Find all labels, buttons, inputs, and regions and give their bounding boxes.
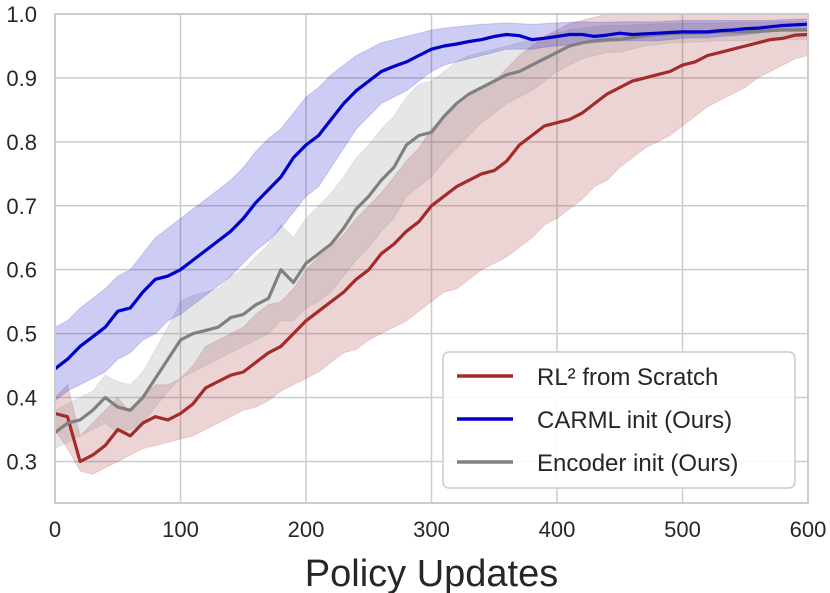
x-axis-ticks: 0 100 200 300 400 500 600 [49,517,826,542]
y-tick-label: 0.9 [6,66,37,91]
x-tick-label: 0 [49,517,61,542]
plot-frame [54,13,809,504]
legend-label: CARML init (Ours) [537,407,732,434]
band-encoder-init-ours- [55,21,808,450]
x-tick-label: 100 [162,517,199,542]
y-tick-label: 0.4 [6,386,37,411]
y-tick-label: 0.6 [6,258,37,283]
legend: RL² from Scratch CARML init (Ours) Encoder… [442,351,796,489]
confidence-bands [55,14,808,475]
legend-box [442,351,796,489]
line-carml-init-ours- [55,22,808,371]
x-tick-label: 600 [790,517,827,542]
band-rl-from-scratch [55,14,808,475]
x-axis-label: Policy Updates [305,553,558,593]
y-tick-label: 0.8 [6,130,37,155]
legend-label: RL² from Scratch [537,364,718,391]
series-lines [55,22,808,464]
line-rl-from-scratch [55,32,808,464]
y-tick-label: 0.7 [6,194,37,219]
y-tick-label: 0.5 [6,322,37,347]
y-tick-label: 0.3 [6,449,37,474]
x-tick-label: 400 [539,517,576,542]
y-axis-ticks: 0.3 0.4 0.5 0.6 0.7 0.8 0.9 1.0 [6,2,37,474]
x-tick-label: 500 [664,517,701,542]
legend-label: Encoder init (Ours) [537,450,738,477]
band-carml-init-ours- [55,18,808,402]
x-tick-label: 200 [288,517,325,542]
x-tick-label: 300 [413,517,450,542]
y-tick-label: 1.0 [6,2,37,27]
